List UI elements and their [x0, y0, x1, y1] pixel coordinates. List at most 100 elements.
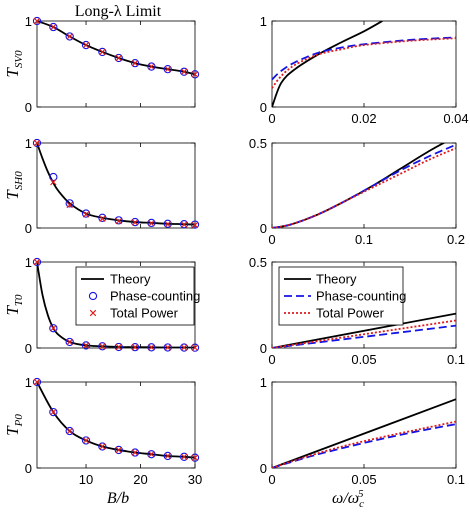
point-total-power [131, 59, 139, 67]
legend-label: Theory [316, 272, 357, 287]
point-phase-counting [163, 343, 172, 352]
panel-SV0-right: 0 0.02 0.04 0 1 [260, 14, 469, 126]
point-total-power [99, 215, 106, 222]
point-total-power [66, 427, 73, 435]
point-total-power [131, 219, 139, 226]
series-theory [272, 21, 383, 107]
axes-box [36, 20, 196, 108]
point-total-power [164, 65, 171, 73]
point-phase-counting [98, 47, 107, 57]
point-total-power [33, 139, 41, 147]
point-phase-counting [163, 219, 172, 228]
y-tick-label: 0 [25, 341, 32, 356]
y-tick-label: 0 [260, 461, 267, 476]
point-total-power [82, 342, 90, 349]
point-phase-counting [81, 436, 91, 445]
point-total-power [33, 258, 41, 266]
point-total-power [191, 344, 199, 351]
point-total-power [131, 343, 139, 351]
plot-area [272, 312, 456, 348]
point-total-power [99, 343, 106, 350]
right-x-axis-label: ω/ωc5 [332, 488, 364, 510]
point-total-power [99, 443, 106, 450]
x-tick-label: 30 [188, 472, 202, 487]
point-phase-counting [114, 216, 123, 225]
series-total-power [272, 37, 456, 89]
point-phase-counting [147, 218, 156, 228]
axes-box [271, 20, 457, 108]
x-tick-label: 0.2 [447, 232, 465, 247]
x-tick-label: 0.05 [351, 472, 376, 487]
series-theory [272, 398, 456, 468]
point-total-power [50, 408, 57, 416]
y-axis-label: TSH0 [3, 171, 25, 200]
point-phase-counting [179, 452, 189, 461]
legend-swatch [88, 291, 98, 301]
series-theory [37, 262, 195, 348]
panel-SH0-right: 0 0.1 0.2 0 0.5 [249, 136, 465, 247]
series-phase-counting [272, 324, 456, 348]
point-phase-counting [114, 342, 123, 352]
point-phase-counting [163, 451, 172, 461]
point-phase-counting [163, 65, 172, 74]
point-total-power [131, 449, 139, 456]
x-tick-label: 0.05 [351, 352, 376, 367]
point-total-power [50, 23, 57, 31]
point-total-power [180, 221, 188, 228]
series-theory [272, 312, 456, 348]
legend-right: Theory Phase-counting Total Power [278, 266, 406, 326]
y-axis-label-main: T [3, 189, 22, 200]
point-total-power [115, 446, 122, 454]
series-phase-counting [272, 36, 456, 81]
point-phase-counting [98, 342, 107, 351]
point-phase-counting [130, 448, 140, 457]
point-total-power [115, 218, 122, 225]
point-phase-counting [65, 426, 74, 436]
plot-area [37, 143, 195, 226]
plot-area [37, 262, 195, 348]
x-tick-label: 0 [268, 472, 275, 487]
y-tick-label: 0 [25, 461, 32, 476]
series-total-power [272, 319, 456, 348]
point-phase-counting [130, 58, 140, 68]
point-phase-counting [190, 220, 200, 229]
y-tick-label: 0.5 [249, 255, 267, 270]
point-phase-counting [32, 377, 42, 387]
point-total-power [148, 451, 155, 458]
point-total-power [191, 71, 199, 78]
point-total-power [148, 63, 155, 70]
point-phase-counting [32, 257, 42, 267]
point-phase-counting [147, 343, 156, 352]
point-total-power [148, 220, 155, 227]
legend-label: Phase-counting [316, 289, 406, 304]
y-tick-label: 0 [25, 100, 32, 115]
x-tick-label: 10 [79, 472, 93, 487]
y-tick-label: 1 [25, 255, 32, 270]
point-phase-counting [32, 16, 42, 26]
series-total-power [272, 147, 456, 228]
x-tick-label: 0.02 [351, 111, 376, 126]
point-total-power [66, 33, 73, 40]
y-tick-label: 0 [260, 341, 267, 356]
y-axis-label-sub: T0 [13, 294, 25, 306]
left-x-axis-label: B/b [107, 490, 129, 507]
point-phase-counting [190, 70, 200, 79]
x-tick-label: 0.1 [355, 232, 373, 247]
point-total-power [66, 201, 73, 209]
y-axis-label-sub: SH0 [13, 171, 25, 190]
point-total-power [33, 378, 41, 386]
x-tick-label: 0 [268, 352, 275, 367]
point-phase-counting [190, 343, 200, 352]
x-tick-label: 0 [268, 111, 275, 126]
y-axis-label: TP0 [3, 414, 25, 436]
y-axis-label-main: T [3, 67, 22, 78]
legend-label: Theory [110, 272, 151, 287]
y-tick-label: 1 [25, 14, 32, 29]
point-phase-counting [98, 442, 107, 451]
y-axis-label-sub: SV0 [13, 50, 25, 68]
point-total-power [33, 17, 41, 25]
point-total-power [164, 452, 171, 460]
y-tick-label: 0 [25, 221, 32, 236]
